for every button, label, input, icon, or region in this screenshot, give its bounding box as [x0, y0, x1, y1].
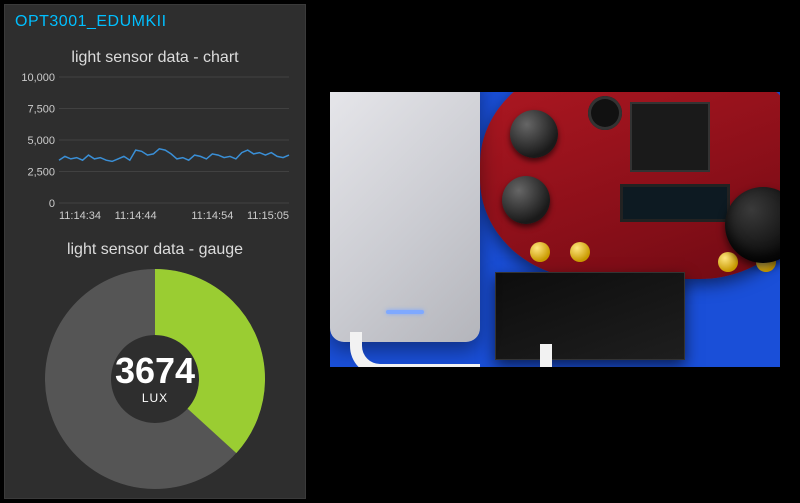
- buzzer: [588, 96, 622, 130]
- svg-text:10,000: 10,000: [21, 73, 55, 84]
- chart-title: light sensor data - chart: [15, 49, 295, 67]
- standoff: [570, 242, 590, 262]
- line-chart: 0 2,500 5,000 7,500 10,000 11:14:34 11:14:44 1…: [15, 73, 295, 223]
- gauge-unit: LUX: [142, 391, 168, 405]
- svg-text:5,000: 5,000: [27, 135, 55, 147]
- push-button: [510, 110, 558, 158]
- svg-text:11:15:05: 11:15:05: [247, 210, 289, 222]
- svg-text:11:14:44: 11:14:44: [115, 210, 157, 222]
- gauge: 3674 LUX: [45, 269, 265, 489]
- sensor-panel: OPT3001_EDUMKII light sensor data - char…: [4, 4, 306, 499]
- hardware-photo: [330, 92, 780, 367]
- gauge-center: 3674 LUX: [45, 269, 265, 489]
- power-bank: [330, 92, 480, 342]
- chart-svg: 0 2,500 5,000 7,500 10,000 11:14:34 11:14:44 1…: [15, 73, 295, 223]
- standoff: [718, 252, 738, 272]
- lcd-display: [620, 184, 730, 222]
- gauge-value: 3674: [115, 353, 195, 389]
- usb-cable: [540, 344, 600, 367]
- svg-text:2,500: 2,500: [27, 167, 55, 179]
- svg-text:0: 0: [49, 198, 55, 210]
- svg-text:11:14:34: 11:14:34: [59, 210, 101, 222]
- svg-text:11:14:54: 11:14:54: [191, 210, 233, 222]
- panel-title: OPT3001_EDUMKII: [15, 13, 295, 31]
- usb-cable: [350, 332, 480, 367]
- svg-text:7,500: 7,500: [27, 104, 55, 116]
- standoff: [530, 242, 550, 262]
- mcu-chip: [630, 102, 710, 172]
- gauge-title: light sensor data - gauge: [15, 241, 295, 259]
- push-button: [502, 176, 550, 224]
